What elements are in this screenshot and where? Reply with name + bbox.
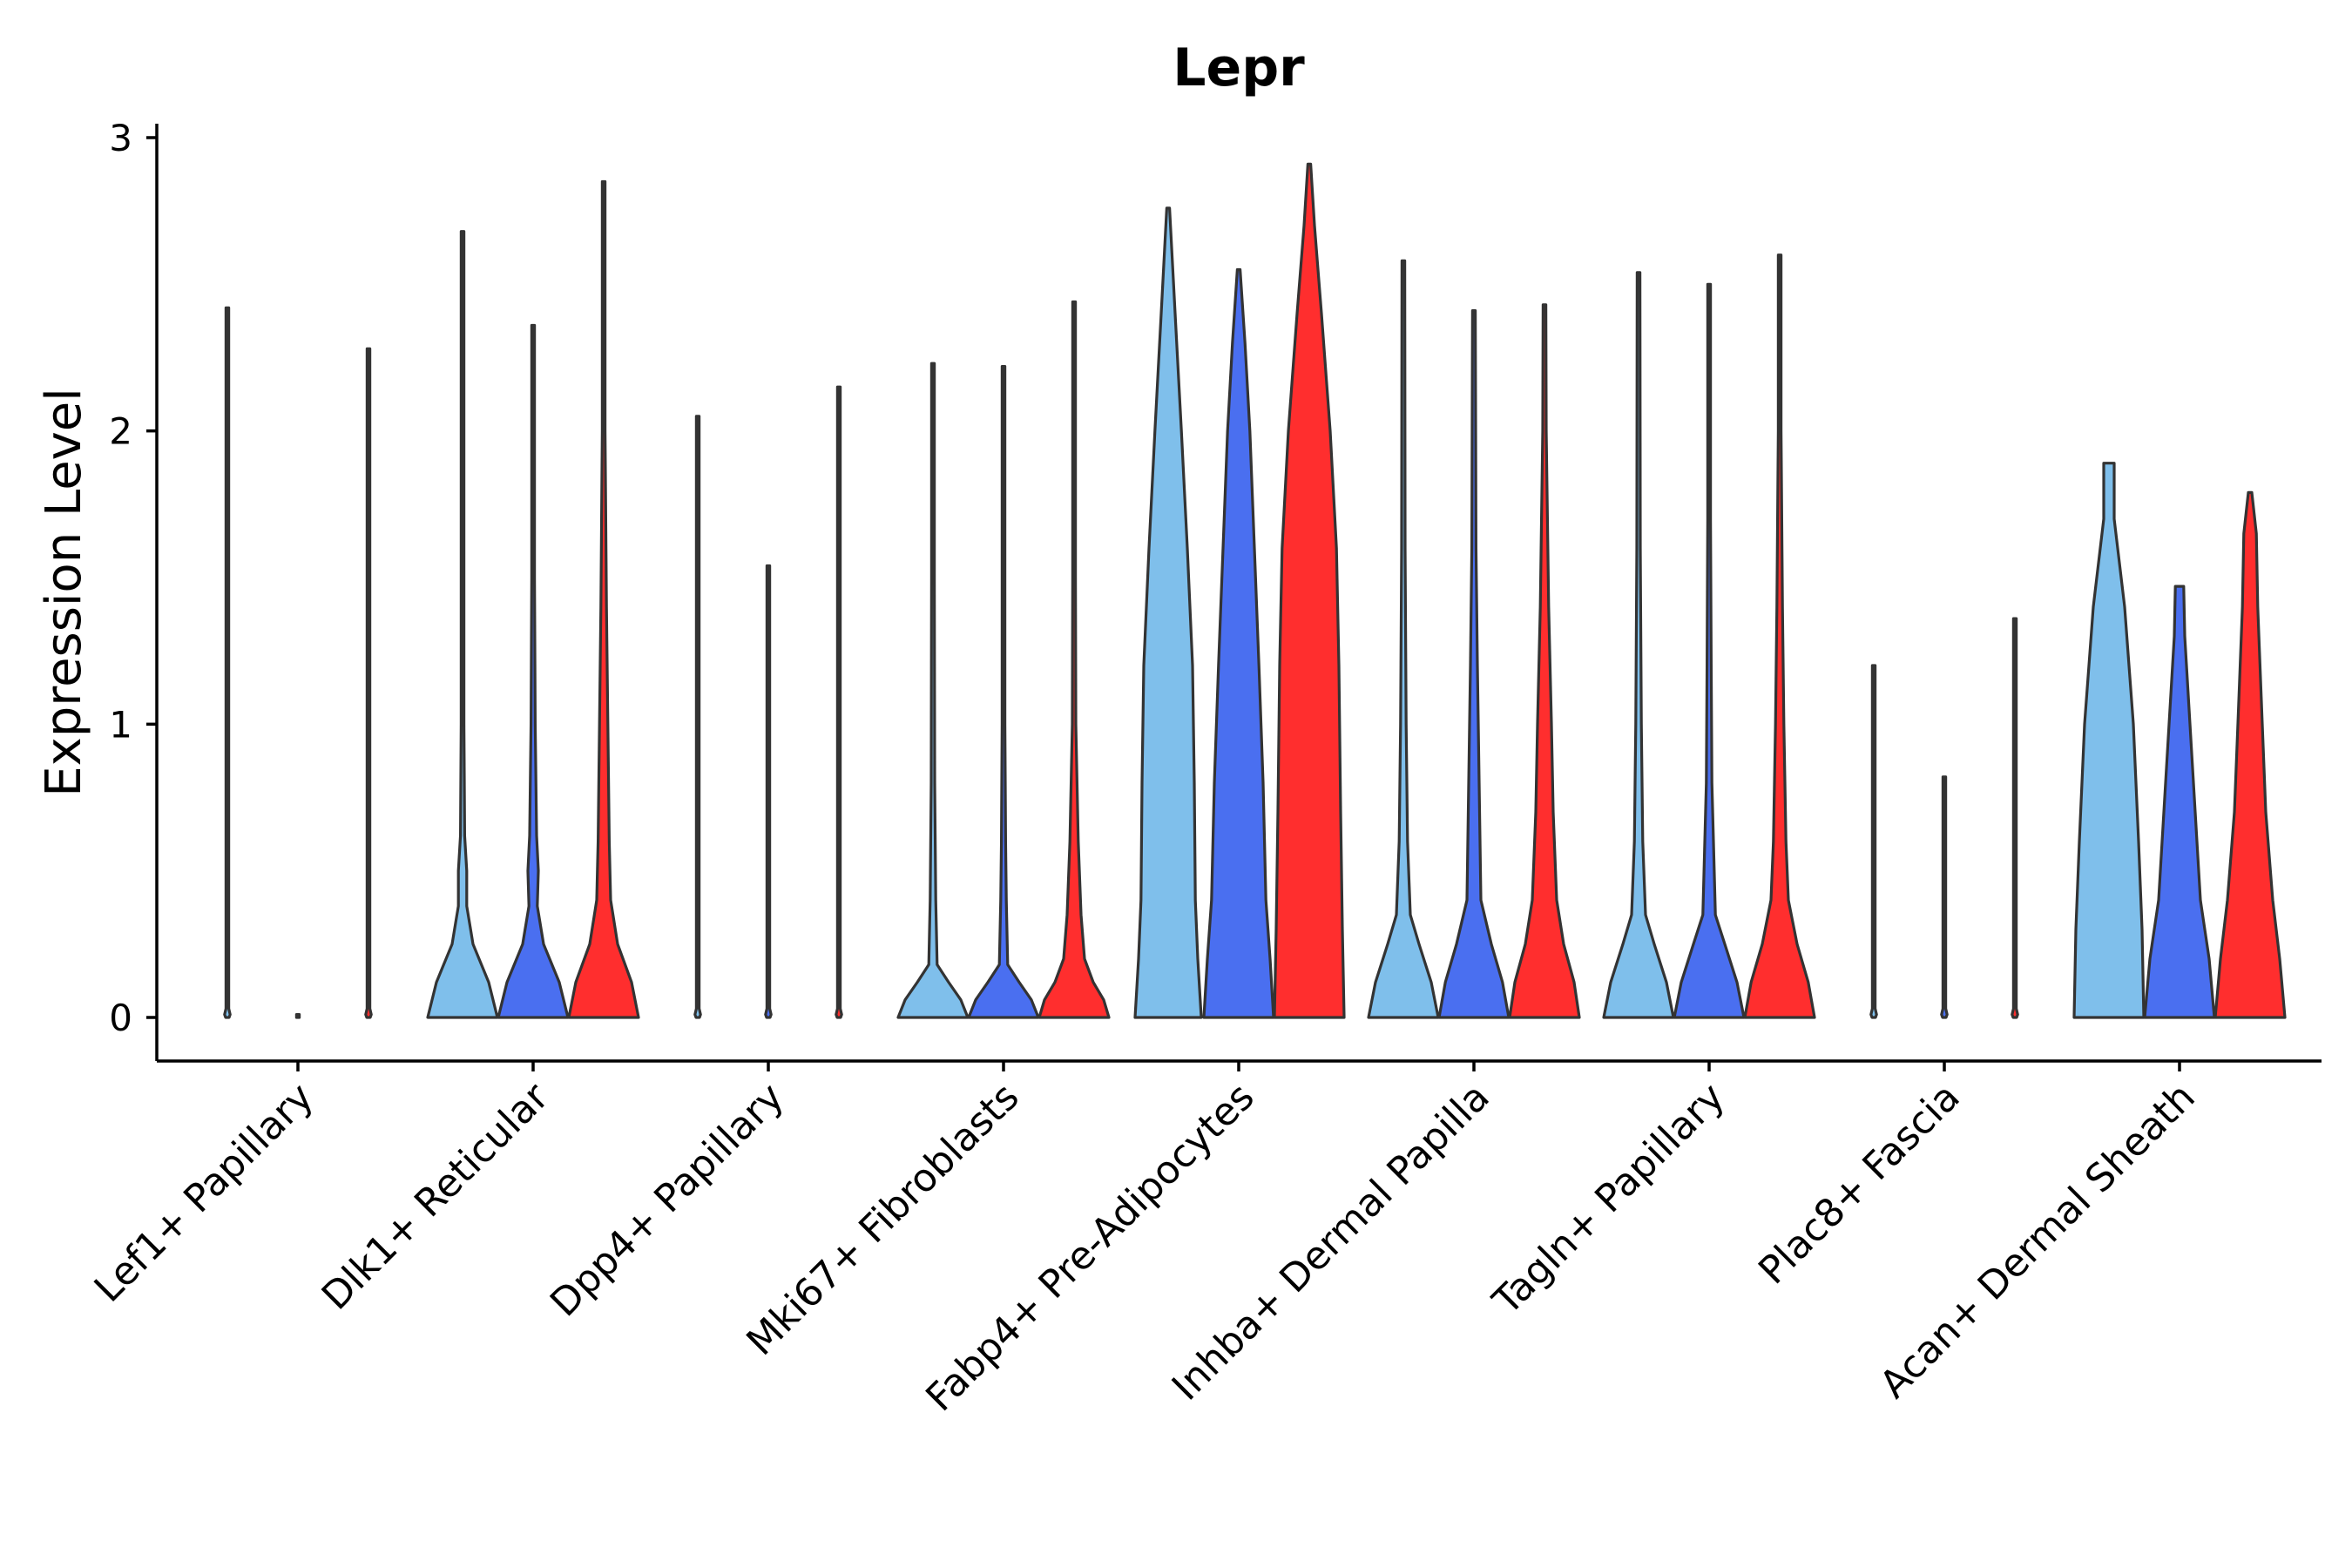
y-tick-label: 3 [109,117,132,159]
violin-6-1 [1673,282,1746,1019]
violin-4-1 [1202,267,1275,1019]
violin-3-2 [1037,300,1111,1019]
violin-0-0 [223,306,232,1019]
chart-title: Lepr [1173,37,1305,98]
violin-3-1 [967,365,1040,1019]
x-tick-label: Lef1+ Papillary [86,1075,322,1311]
violin-8-2 [2213,490,2287,1019]
y-tick-label: 2 [109,410,132,453]
violin-4-2 [1273,162,1346,1019]
y-axis-label: Expression Level [36,388,92,797]
violin-1-1 [497,323,570,1019]
violin-5-1 [1437,309,1511,1019]
violin-group [223,162,2287,1019]
violin-7-1 [1940,775,1949,1019]
violin-0-2 [364,347,373,1019]
x-tick-label: Dlk1+ Reticular [314,1074,558,1319]
y-tick-label: 0 [109,997,132,1039]
y-tick-label: 1 [109,703,132,746]
violin-5-2 [1508,303,1581,1019]
violin-8-0 [2072,462,2146,1019]
violin-4-0 [1133,206,1203,1019]
y-ticks: 0 1 2 3 [109,117,157,1039]
violin-5-0 [1367,259,1440,1019]
x-tick-label: Tagln+ Papillary [1484,1075,1734,1324]
violin-2-0 [693,415,702,1019]
violin-7-0 [1869,664,1878,1019]
violin-1-2 [567,179,640,1019]
violin-3-0 [896,362,970,1019]
violin-0-1 [294,1013,301,1019]
violin-2-2 [835,385,843,1019]
violin-6-0 [1602,271,1675,1019]
x-tick-label: Plac8+ Fascia [1750,1075,1969,1294]
violin-7-2 [2011,617,2019,1019]
x-tick-label: Dpp4+ Papillary [542,1075,793,1326]
violin-2-1 [764,564,773,1019]
violin-1-0 [426,230,499,1019]
violin-8-1 [2143,585,2216,1019]
violin-6-2 [1743,253,1816,1019]
